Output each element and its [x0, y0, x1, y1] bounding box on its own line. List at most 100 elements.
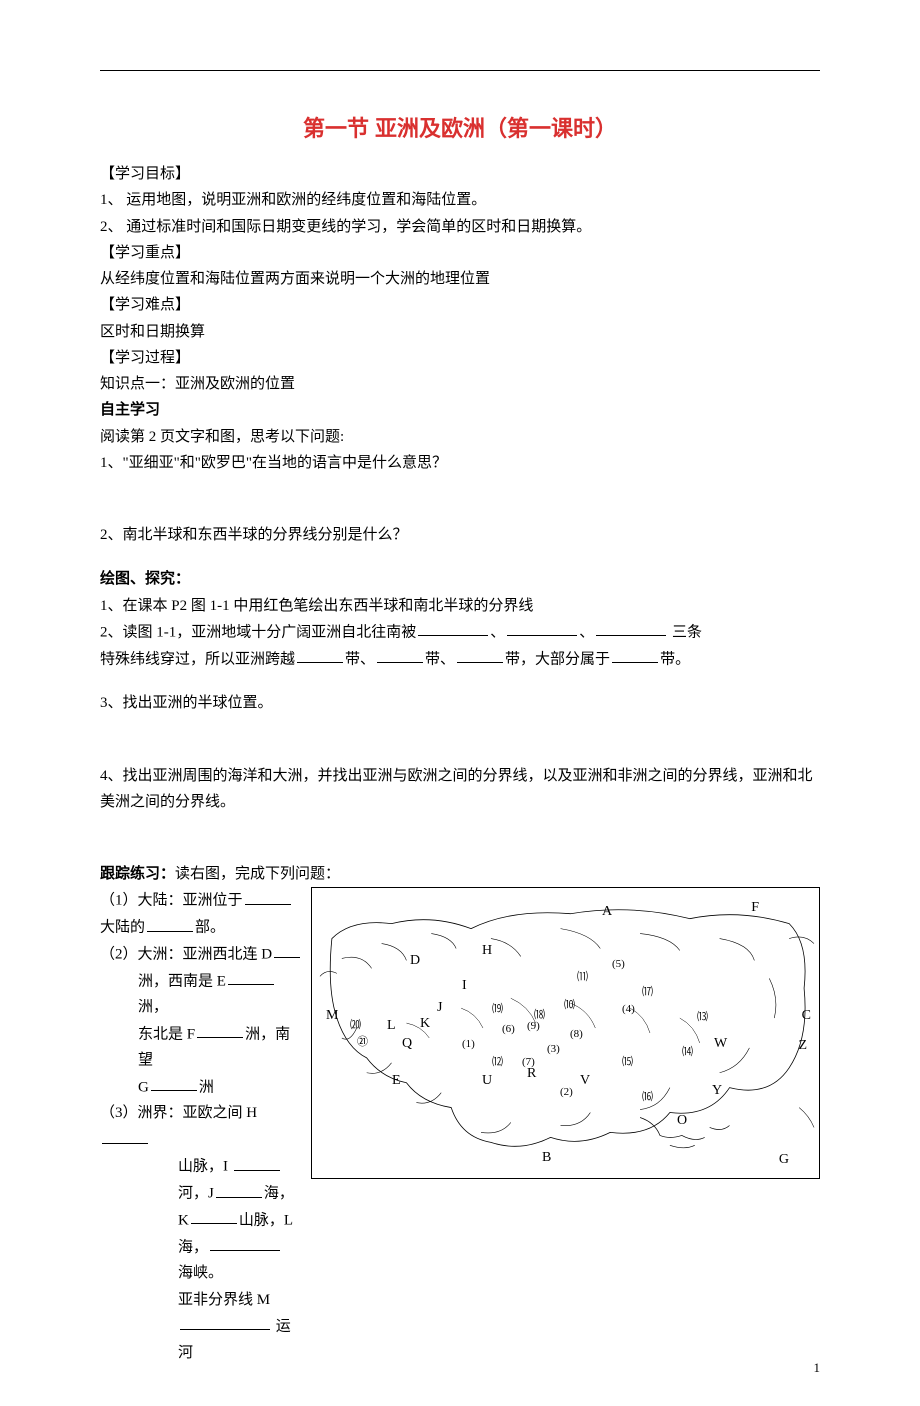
map-label-n4: (4) [622, 1003, 635, 1015]
e3-line-1: （3）洲界：亚欧之间 H [100, 1100, 305, 1153]
e3c: 河，J [178, 1186, 214, 1202]
map-label-Y: Y [712, 1083, 722, 1099]
tracking-exercise-heading: 跟踪练习：读右图，完成下列问题： [100, 861, 820, 887]
track-t: 读右图，完成下列问题： [175, 866, 340, 882]
map-label-U: U [482, 1073, 492, 1089]
blank [210, 1234, 280, 1252]
e3-line-2: 山脉，I [100, 1153, 305, 1180]
difficulty-item-1: 区时和日期换算 [100, 319, 820, 345]
page-number: 1 [814, 1360, 821, 1376]
blank [245, 887, 291, 905]
d2-text-b: 三条 [668, 624, 702, 640]
map-label-n2: (2) [560, 1086, 573, 1098]
knowledge-point-1: 知识点一：亚洲及欧洲的位置 [100, 371, 820, 397]
drawing-item-4: 4、找出亚洲周围的海洋和大洲，并找出亚洲与欧洲之间的分界线，以及亚洲和非洲之间的… [100, 763, 820, 816]
map-label-n1: (1) [462, 1038, 475, 1050]
drawing-item-2-line-1: 2、读图 1-1，亚洲地域十分广阔亚洲自北往南被、、 三条 [100, 619, 820, 646]
e2f: G [138, 1079, 149, 1095]
map-label-R: R [527, 1066, 536, 1082]
map-label-I: I [462, 978, 467, 994]
self-study-heading: 自主学习 [100, 397, 820, 423]
e1c: 部。 [195, 920, 225, 936]
d2c-c: 带、 [425, 651, 455, 667]
e2-line-1: （2）大洲：亚洲西北连 D [100, 941, 305, 968]
e3a: （3）洲界：亚欧之间 H [100, 1105, 257, 1121]
map-label-n18: ⒅ [534, 1006, 545, 1022]
asia-map-figure: A B C D E F G H I J K L M O Q R U V W Y … [311, 887, 820, 1179]
drawing-item-2-line-2: 特殊纬线穿过，所以亚洲跨越带、带、带，大部分属于带。 [100, 646, 820, 673]
map-label-n6: (6) [502, 1023, 515, 1035]
e2a: （2）大洲：亚洲西北连 D [100, 946, 272, 962]
map-label-M: M [326, 1008, 338, 1024]
goal-item-1: 1、 运用地图，说明亚洲和欧洲的经纬度位置和海陆位置。 [100, 187, 820, 213]
focus-heading: 【学习重点】 [100, 240, 820, 266]
drawing-item-3: 3、找出亚洲的半球位置。 [100, 690, 820, 716]
map-label-A: A [602, 904, 612, 920]
e3-line-4: K山脉，L [100, 1207, 305, 1234]
e3-line-3: 河，J 海， [100, 1180, 305, 1207]
blank [191, 1207, 237, 1225]
d2-text-a: 2、读图 1-1，亚洲地域十分广阔亚洲自北往南被 [100, 624, 416, 640]
map-label-Q: Q [402, 1036, 412, 1052]
map-label-W: W [714, 1036, 727, 1052]
page-title: 第一节 亚洲及欧洲（第一课时） [100, 111, 820, 143]
map-label-D: D [410, 953, 420, 969]
e3-line-7: 亚非分界线 M 运河 [100, 1287, 305, 1366]
track-h: 跟踪练习： [100, 866, 175, 882]
header-rule [100, 70, 820, 71]
e3-line-5: 海， [100, 1234, 305, 1261]
map-label-n3: (3) [547, 1043, 560, 1055]
map-label-K: K [420, 1016, 430, 1032]
drawing-heading: 绘图、探究： [100, 566, 820, 592]
question-1: 1、"亚细亚"和"欧罗巴"在当地的语言中是什么意思？ [100, 450, 820, 476]
blank [151, 1074, 197, 1092]
map-label-n10: ⑽ [564, 996, 575, 1012]
e3e: K [178, 1212, 189, 1228]
map-label-C: C [802, 1008, 811, 1024]
map-label-n17: ⒄ [642, 983, 653, 999]
e1b: 大陆的 [100, 920, 145, 936]
e3g: 海， [178, 1239, 208, 1255]
map-label-L: L [387, 1018, 396, 1034]
e3i: 亚非分界线 M [178, 1292, 270, 1308]
map-label-F: F [751, 900, 759, 916]
e2c: 洲， [138, 999, 168, 1015]
blank [507, 619, 577, 637]
e2g: 洲 [199, 1079, 214, 1095]
map-label-G: G [779, 1152, 789, 1168]
goal-heading: 【学习目标】 [100, 161, 820, 187]
map-label-n14: ⒁ [682, 1043, 693, 1059]
blank [216, 1180, 262, 1198]
d2c-e: 带。 [660, 651, 690, 667]
blank [274, 941, 300, 959]
map-label-n13: ⒀ [697, 1008, 708, 1024]
difficulty-heading: 【学习难点】 [100, 292, 820, 318]
map-label-O: O [677, 1113, 687, 1129]
blank [612, 646, 658, 664]
e3d: 海， [264, 1186, 294, 1202]
self-study-intro: 阅读第 2 页文字和图，思考以下问题: [100, 424, 820, 450]
map-label-J: J [437, 1000, 442, 1016]
exercise-row: （1）大陆：亚洲位于 大陆的 部。 （2）大洲：亚洲西北连 D 洲，西南是 E 洲，… [100, 887, 820, 1366]
e2b: 洲，西南是 E [138, 973, 226, 989]
d2c-d: 带，大部分属于 [505, 651, 610, 667]
map-label-n5: (5) [612, 958, 625, 970]
focus-item-1: 从经纬度位置和海陆位置两方面来说明一个大洲的地理位置 [100, 266, 820, 292]
map-label-V: V [580, 1073, 590, 1089]
map-label-n15: ⒂ [622, 1053, 633, 1069]
blank [457, 646, 503, 664]
e3b: 山脉，I [178, 1159, 232, 1175]
blank [234, 1153, 280, 1171]
map-label-n21: ㉑ [357, 1033, 368, 1049]
blank [147, 914, 193, 932]
e2-line-3: 东北是 F洲，南望 [100, 1021, 305, 1074]
blank [418, 619, 488, 637]
map-label-n8: (8) [570, 1028, 583, 1040]
e1-line-1: （1）大陆：亚洲位于 [100, 887, 305, 914]
map-label-Z: Z [798, 1038, 807, 1054]
blank [596, 619, 666, 637]
blank [102, 1127, 148, 1145]
exercise-text-column: （1）大陆：亚洲位于 大陆的 部。 （2）大洲：亚洲西北连 D 洲，西南是 E 洲，… [100, 887, 305, 1366]
drawing-item-1: 1、在课本 P2 图 1-1 中用红色笔绘出东西半球和南北半球的分界线 [100, 593, 820, 619]
blank [228, 968, 274, 986]
